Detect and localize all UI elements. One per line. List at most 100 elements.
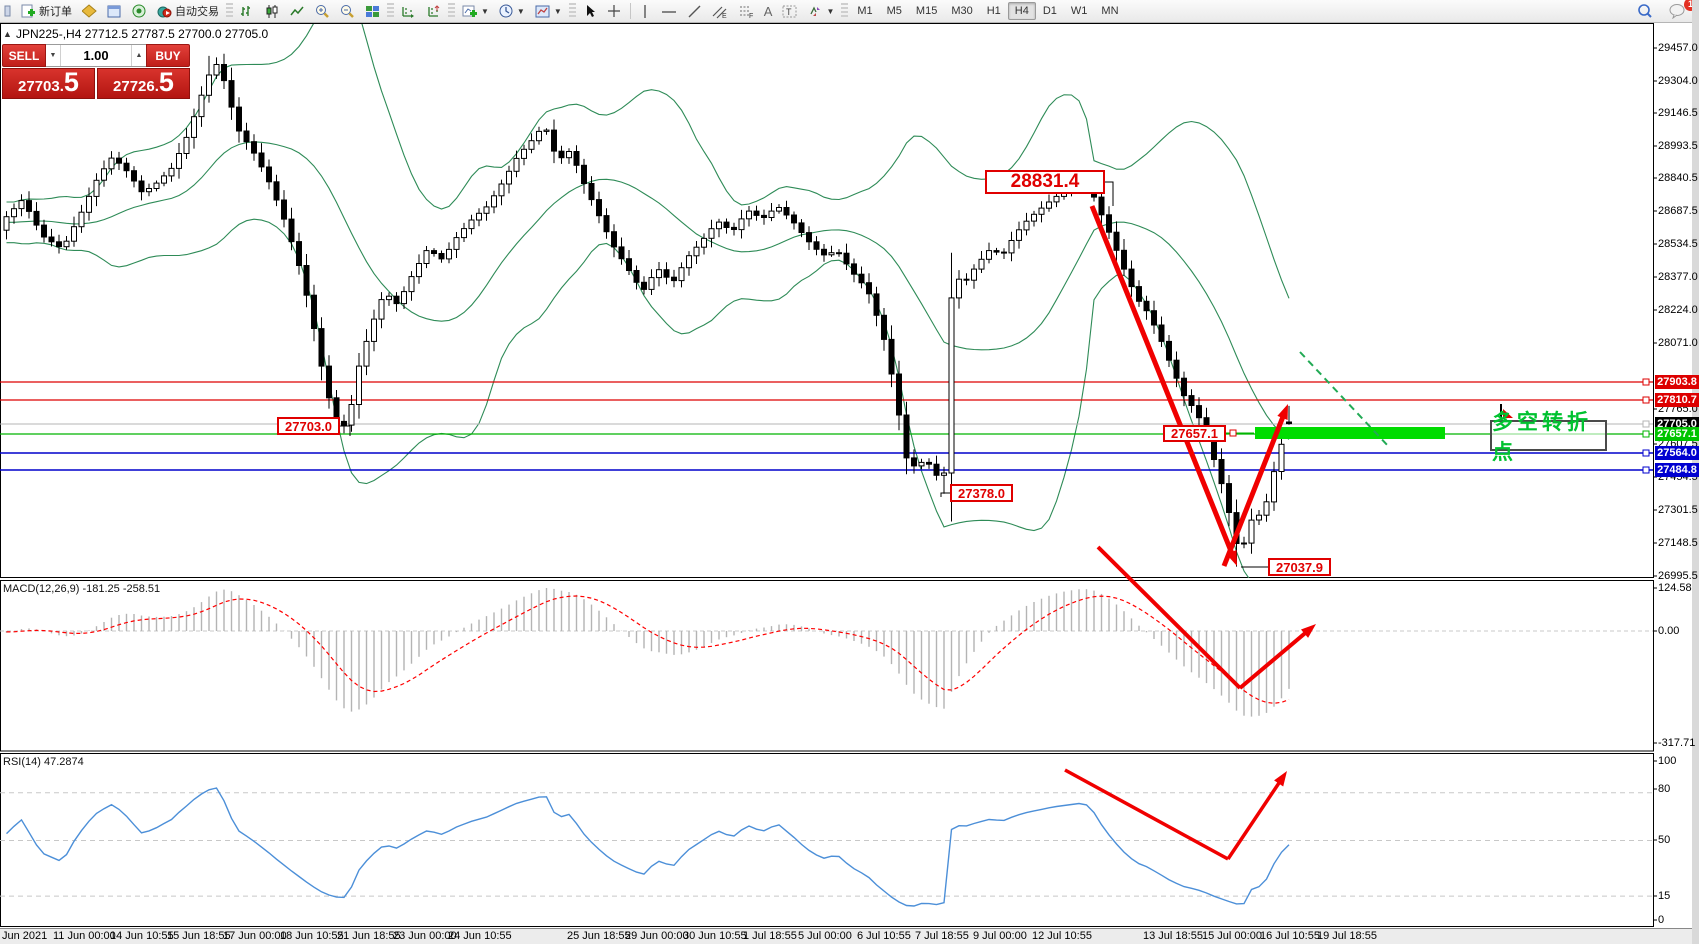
macd-tick: 124.58 [1658,582,1692,594]
candle [671,276,677,282]
callout-connector [940,492,950,497]
candle [18,200,25,210]
candle-chart-button[interactable] [260,2,285,20]
templates-button[interactable]: ▼ [530,2,567,20]
line-handle[interactable] [1642,466,1650,474]
price-tick: 29457.0 [1658,42,1698,54]
candle [933,463,940,476]
buy-button[interactable]: BUY [146,44,190,67]
tile-windows-button[interactable] [360,2,385,20]
new-chart-button[interactable]: ▼ [457,2,494,20]
candle [611,231,617,248]
search-button[interactable] [1632,2,1658,20]
label-tool-button[interactable]: T [777,2,803,20]
fibonacci-tool-button[interactable]: F [733,2,759,20]
data-window-button[interactable] [102,2,127,20]
rsi-tick: 100 [1658,755,1677,767]
price-callout[interactable]: 27703.0 [277,417,340,435]
arrows-tool-button[interactable]: ▼ [803,2,839,20]
candle [1031,213,1037,222]
timeframe-m15[interactable]: M15 [915,5,938,17]
timeframe-mn[interactable]: MN [1101,5,1119,17]
annotation-text-box[interactable]: 多空转折点 [1490,411,1607,464]
callout-handle[interactable] [1229,429,1237,437]
notification-badge: 1 [1684,0,1697,11]
line-handle[interactable] [1642,420,1650,428]
bar-chart-button[interactable] [235,2,260,20]
line-handle[interactable] [1642,449,1650,457]
line-handle[interactable] [1642,430,1650,438]
trend-arrow-rsi[interactable] [1226,777,1284,860]
candle [716,221,722,230]
cursor-tool-button[interactable] [578,2,602,20]
candle [603,215,610,233]
periods-clock-icon [499,4,513,17]
main-toolbar: 新订单 自动交易 [0,0,1699,23]
timeframe-m30[interactable]: M30 [951,5,973,17]
candle [783,207,790,216]
arrange-horizontal-button[interactable] [396,2,421,20]
channel-tool-button[interactable]: E [707,2,733,20]
candle [843,252,850,265]
candle [1196,405,1202,419]
text-tool-button[interactable]: A [759,2,778,20]
crosshair-tool-button[interactable] [602,2,627,20]
timeframe-h4[interactable]: H4 [1007,2,1036,20]
data-window-icon [107,5,121,17]
trend-arrow-macd[interactable] [1238,628,1311,690]
arrange-horizontal-icon [402,6,414,18]
candle [588,183,595,201]
time-tick: 24 Jun 10:55 [448,930,512,942]
volume-decrease-button[interactable]: ▼ [46,45,61,66]
candle [641,281,647,290]
trend-arrow-macd[interactable] [1096,545,1242,690]
timeframe-h1[interactable]: H1 [986,5,1001,17]
line-handle[interactable] [1642,378,1650,386]
market-watch-button[interactable] [77,2,102,20]
price-line-label: 27657.1 [1655,427,1699,441]
new-order-button[interactable]: 新订单 [16,2,77,20]
navigator-button[interactable] [127,2,152,20]
ask-price[interactable]: 27726. 5 [97,68,190,99]
autotrading-button[interactable]: 自动交易 [152,2,224,20]
sell-button[interactable]: SELL [2,44,46,67]
trendline-tool-button[interactable] [682,2,707,20]
zoom-in-button[interactable] [310,2,335,20]
collapse-arrow-icon[interactable]: ▲ [3,29,12,39]
candles [3,53,1292,567]
dashed-trendline[interactable] [1299,351,1391,449]
bid-price[interactable]: 27703. 5 [2,68,95,99]
time-tick: 1 Jul 18:55 [743,930,797,942]
arrange-vertical-button[interactable] [421,2,446,20]
volume-input[interactable]: 1.00 [83,48,109,63]
candle [1226,483,1232,514]
candle [26,200,32,212]
zoom-out-button[interactable] [335,2,360,20]
volume-increase-button[interactable]: ▲ [131,45,146,66]
periods-button[interactable]: ▼ [494,2,530,20]
timeframe-m1[interactable]: M1 [857,5,873,17]
turning-zone-band[interactable] [1255,427,1445,439]
vline-tool-button[interactable] [634,2,656,20]
line-chart-button[interactable] [285,2,310,20]
candle [371,318,377,342]
trend-arrow-rsi[interactable] [1064,768,1229,861]
trend-arrow-main[interactable] [1221,411,1288,567]
price-callout[interactable]: 27657.1 [1163,425,1226,442]
line-handle[interactable] [1642,396,1650,404]
price-callout[interactable]: 27378.0 [950,484,1013,502]
candle [1271,471,1277,503]
time-tick: 29 Jun 00:00 [625,930,689,942]
timeframe-d1[interactable]: D1 [1042,5,1057,17]
timeframe-w1[interactable]: W1 [1070,5,1088,17]
timeframe-m5[interactable]: M5 [886,5,902,17]
chat-button[interactable]: 1 [1664,0,1697,20]
hline-tool-button[interactable] [656,2,682,20]
trend-arrow-main[interactable] [1089,205,1236,559]
candle [3,216,10,231]
time-tick: Jun 2021 [2,930,48,942]
price-callout[interactable]: 27037.9 [1268,558,1331,576]
price-callout[interactable]: 28831.4 [985,170,1105,194]
candle [851,263,857,275]
